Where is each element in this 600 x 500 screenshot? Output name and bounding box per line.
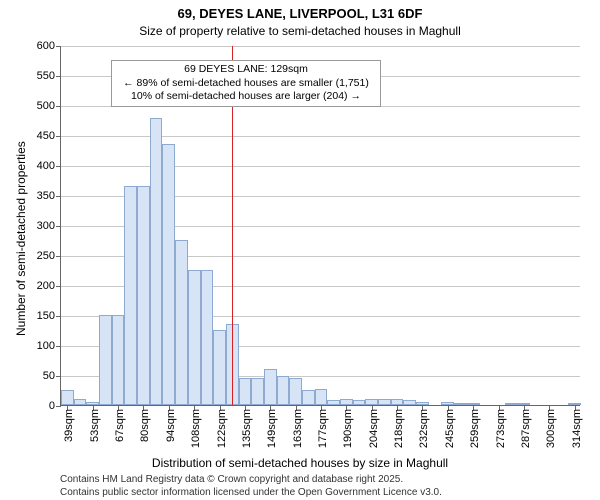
y-tick-mark xyxy=(56,196,61,197)
y-tick-mark xyxy=(56,136,61,137)
x-tick-label: 94sqm xyxy=(165,409,177,442)
histogram-bar xyxy=(277,376,290,405)
chart-subtitle: Size of property relative to semi-detach… xyxy=(0,24,600,38)
footer-line-2: Contains public sector information licen… xyxy=(60,487,442,500)
x-tick-label: 259sqm xyxy=(469,409,481,448)
histogram-bar xyxy=(239,378,252,405)
y-tick-mark xyxy=(56,406,61,407)
y-tick-label: 300 xyxy=(37,220,55,232)
histogram-bar xyxy=(264,369,277,405)
histogram-bar xyxy=(403,400,416,405)
x-tick-label: 218sqm xyxy=(393,409,405,448)
histogram-bar xyxy=(302,390,315,405)
x-tick-label: 232sqm xyxy=(418,409,430,448)
histogram-bar xyxy=(162,144,175,405)
histogram-bar xyxy=(251,378,264,405)
y-tick-label: 500 xyxy=(37,100,55,112)
histogram-bar xyxy=(289,378,302,405)
y-tick-label: 550 xyxy=(37,70,55,82)
y-tick-label: 50 xyxy=(43,370,55,382)
y-tick-label: 0 xyxy=(49,400,55,412)
x-tick-label: 108sqm xyxy=(190,409,202,448)
annotation-line-1: 69 DEYES LANE: 129sqm xyxy=(116,63,376,77)
x-tick-label: 273sqm xyxy=(495,409,507,448)
y-tick-mark xyxy=(56,76,61,77)
x-tick-label: 39sqm xyxy=(63,409,75,442)
x-tick-label: 190sqm xyxy=(342,409,354,448)
y-tick-label: 150 xyxy=(37,310,55,322)
grid-line xyxy=(61,46,580,47)
annotation-line-2: ← 89% of semi-detached houses are smalle… xyxy=(116,77,376,91)
x-tick-label: 245sqm xyxy=(444,409,456,448)
x-tick-label: 177sqm xyxy=(317,409,329,448)
histogram-bar xyxy=(175,240,188,405)
x-tick-label: 300sqm xyxy=(545,409,557,448)
x-tick-label: 314sqm xyxy=(571,409,583,448)
y-tick-label: 250 xyxy=(37,250,55,262)
x-tick-label: 67sqm xyxy=(114,409,126,442)
histogram-chart: 69, DEYES LANE, LIVERPOOL, L31 6DF Size … xyxy=(0,0,600,500)
x-axis-label: Distribution of semi-detached houses by … xyxy=(0,456,600,470)
y-tick-mark xyxy=(56,346,61,347)
x-tick-label: 53sqm xyxy=(89,409,101,442)
y-tick-label: 450 xyxy=(37,130,55,142)
histogram-bar xyxy=(378,399,391,405)
footer-note: Contains HM Land Registry data © Crown c… xyxy=(60,474,442,499)
x-tick-label: 122sqm xyxy=(216,409,228,448)
y-tick-mark xyxy=(56,286,61,287)
y-tick-mark xyxy=(56,226,61,227)
histogram-bar xyxy=(327,400,340,405)
chart-title: 69, DEYES LANE, LIVERPOOL, L31 6DF xyxy=(0,6,600,21)
y-tick-label: 600 xyxy=(37,40,55,52)
histogram-bar xyxy=(213,330,226,405)
footer-line-1: Contains HM Land Registry data © Crown c… xyxy=(60,474,442,487)
histogram-bar xyxy=(201,270,214,405)
annotation-line-3: 10% of semi-detached houses are larger (… xyxy=(116,90,376,104)
x-tick-label: 204sqm xyxy=(368,409,380,448)
y-tick-mark xyxy=(56,376,61,377)
grid-line xyxy=(61,136,580,137)
y-tick-label: 400 xyxy=(37,160,55,172)
y-tick-mark xyxy=(56,256,61,257)
y-tick-mark xyxy=(56,166,61,167)
y-tick-mark xyxy=(56,316,61,317)
histogram-bar xyxy=(353,400,366,405)
histogram-bar xyxy=(150,118,163,405)
y-tick-mark xyxy=(56,46,61,47)
plot-area: 05010015020025030035040045050055060039sq… xyxy=(60,46,580,406)
histogram-bar xyxy=(74,399,87,405)
y-tick-mark xyxy=(56,106,61,107)
histogram-bar xyxy=(315,389,328,405)
histogram-bar xyxy=(454,403,467,405)
grid-line xyxy=(61,166,580,167)
annotation-box: 69 DEYES LANE: 129sqm ← 89% of semi-deta… xyxy=(111,60,381,107)
x-tick-label: 80sqm xyxy=(139,409,151,442)
histogram-bar xyxy=(61,390,74,405)
histogram-bar xyxy=(188,270,201,405)
y-tick-label: 200 xyxy=(37,280,55,292)
y-tick-label: 100 xyxy=(37,340,55,352)
histogram-bar xyxy=(99,315,112,405)
y-tick-label: 350 xyxy=(37,190,55,202)
x-tick-label: 163sqm xyxy=(292,409,304,448)
histogram-bar xyxy=(112,315,125,405)
histogram-bar xyxy=(505,403,518,405)
x-tick-label: 135sqm xyxy=(241,409,253,448)
histogram-bar xyxy=(137,186,150,405)
y-axis-label: Number of semi-detached properties xyxy=(14,141,28,336)
x-tick-label: 149sqm xyxy=(266,409,278,448)
histogram-bar xyxy=(124,186,137,405)
x-tick-label: 287sqm xyxy=(520,409,532,448)
